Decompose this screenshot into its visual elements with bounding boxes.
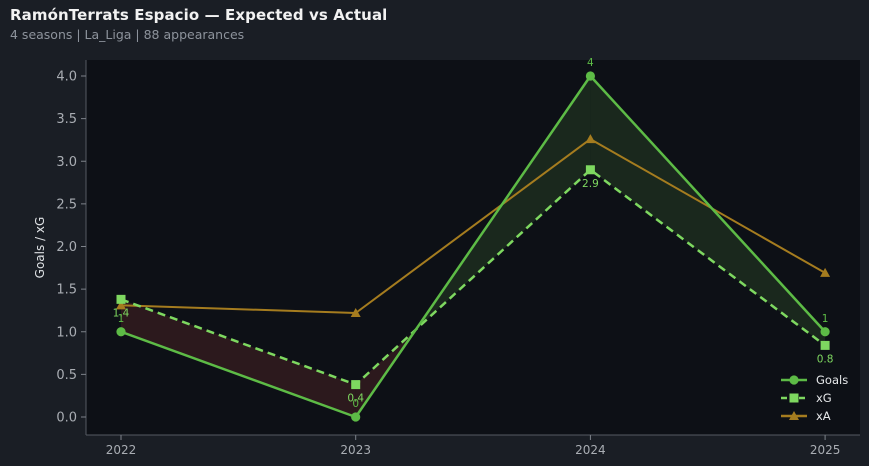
x-tick-label: 2023 — [340, 443, 371, 457]
y-tick-label: 2.5 — [56, 197, 77, 212]
legend-label: xA — [816, 409, 831, 423]
legend-marker — [789, 375, 799, 385]
xg-data-label: 0.8 — [817, 353, 834, 365]
chart-header: RamónTerrats Espacio — Expected vs Actua… — [10, 6, 387, 42]
y-tick-label: 4.0 — [56, 70, 77, 85]
xa-point — [116, 300, 126, 310]
xg-data-label: 2.9 — [582, 178, 599, 190]
goals-data-label: 1 — [118, 313, 125, 325]
goals-data-label: 1 — [822, 313, 829, 325]
y-tick-label: 3.5 — [56, 112, 77, 127]
y-tick-label: 1.0 — [56, 325, 77, 340]
goals-series-line — [120, 74, 827, 419]
y-tick-label: 3.0 — [56, 155, 77, 170]
xa-point — [820, 267, 831, 277]
y-tick-label: 0.5 — [56, 368, 77, 383]
goals-point — [585, 71, 596, 81]
x-tick-label: 2022 — [106, 443, 137, 457]
x-tick-label: 2025 — [810, 443, 841, 457]
overperformance-area — [590, 76, 826, 346]
y-axis-label: Goals / xG — [33, 217, 47, 279]
xg-point — [585, 165, 595, 175]
y-tick-label: 0.0 — [56, 411, 77, 426]
x-tick-label: 2024 — [575, 443, 606, 457]
legend-label: xG — [816, 391, 832, 405]
goals-data-label: 4 — [587, 57, 594, 69]
y-tick-label: 2.0 — [56, 240, 77, 255]
goals-data-label: 0 — [352, 398, 359, 410]
y-tick-label: 1.5 — [56, 283, 77, 298]
chart-title: RamónTerrats Espacio — Expected vs Actua… — [10, 6, 388, 24]
chart-subtitle: 4 seasons | La_Liga | 88 appearances — [10, 27, 245, 42]
xg-series-line — [120, 168, 826, 386]
goals-point — [351, 412, 361, 422]
legend-label: Goals — [816, 373, 848, 387]
xg-point — [116, 294, 126, 304]
xg-data-label: 1.4 — [113, 307, 130, 319]
underperformance-area — [121, 299, 356, 417]
xa-point — [350, 307, 361, 317]
xg-data-label: 0.4 — [347, 393, 364, 405]
legend-marker — [789, 411, 799, 420]
xg-point — [351, 380, 361, 390]
xa-point — [585, 134, 596, 144]
goals-point — [116, 327, 126, 337]
xg-point — [820, 340, 830, 350]
legend-marker — [789, 393, 799, 403]
goals-point — [820, 327, 830, 337]
xa-series-line — [120, 138, 826, 314]
